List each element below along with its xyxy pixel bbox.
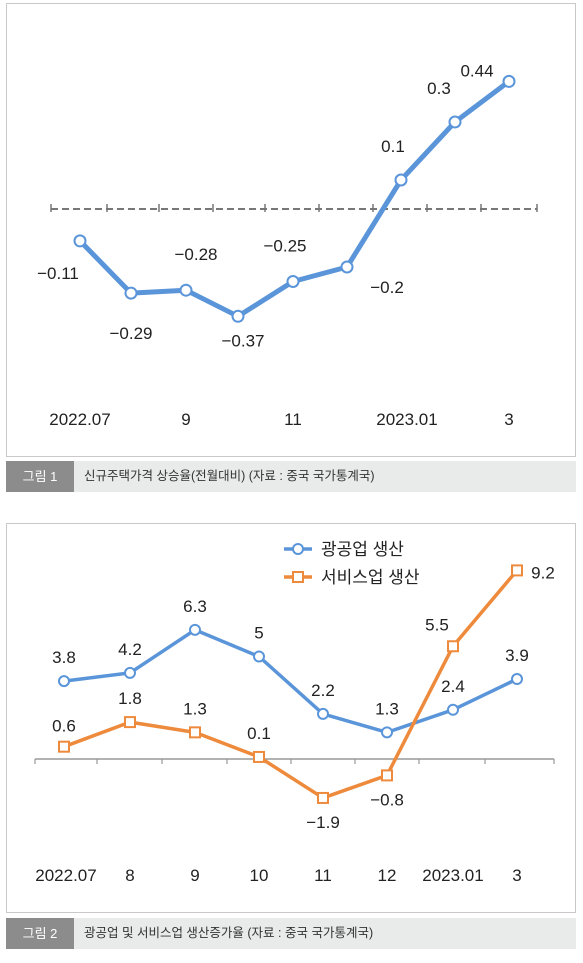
- data-label: 4.2: [118, 640, 142, 659]
- figure-tag-2: 그림 2: [6, 918, 74, 949]
- chart-panel-1: −0.11 −0.29 −0.28 −0.37 −0.25 −0.2 0.1 0.3 0.44 2…: [6, 3, 576, 457]
- data-point: [317, 791, 329, 804]
- data-label: 3.9: [505, 646, 529, 665]
- data-point: [253, 750, 265, 763]
- data-point: [381, 769, 393, 782]
- data-point: [447, 703, 459, 716]
- data-label: −0.28: [174, 245, 217, 264]
- data-label: −0.29: [109, 324, 152, 343]
- legend-marker: [292, 571, 304, 583]
- data-label: −0.8: [370, 790, 404, 809]
- data-label: 1.8: [118, 689, 142, 708]
- data-label: −0.25: [263, 237, 306, 256]
- figure-tag-1: 그림 1: [6, 461, 74, 492]
- data-point: [73, 234, 87, 248]
- data-point: [317, 707, 329, 720]
- legend-marker: [292, 543, 304, 555]
- legend-label: 서비스업 생산: [321, 568, 420, 587]
- figure-caption-1: 그림 1 신규주택가격 상승율(전월대비) (자료 : 중국 국가통계국): [6, 461, 576, 492]
- data-label: 5: [254, 624, 263, 643]
- x-tick-label: 8: [125, 866, 134, 885]
- data-point: [394, 173, 408, 187]
- data-label: 0.6: [52, 717, 76, 736]
- x-tick-label: 2023.01: [422, 866, 483, 885]
- data-label: 1.3: [375, 699, 399, 718]
- data-point: [189, 623, 201, 636]
- data-label: −0.2: [370, 278, 404, 297]
- data-label: 0.1: [381, 137, 405, 156]
- x-tick-label: 11: [284, 410, 302, 429]
- data-point: [286, 275, 300, 288]
- figure-caption-2: 그림 2 광공업 및 서비스업 생산증가율 (자료 : 중국 국가통계국): [6, 918, 576, 949]
- data-point: [502, 74, 516, 88]
- figure-caption-text-1: 신규주택가격 상승율(전월대비) (자료 : 중국 국가통계국): [84, 469, 375, 483]
- data-label: 2.2: [311, 681, 335, 700]
- chart-1-svg: −0.11 −0.29 −0.28 −0.37 −0.25 −0.2 0.1 0.3 0.44 2…: [37, 61, 538, 429]
- x-tick-label: 2022.07: [49, 410, 110, 429]
- data-label: 3.8: [52, 648, 76, 667]
- data-point: [124, 286, 138, 300]
- data-label: 0.1: [247, 724, 271, 743]
- x-tick-label: 12: [378, 866, 397, 885]
- x-tick-label: 2023.01: [376, 410, 437, 429]
- data-point: [189, 726, 201, 739]
- data-point: [340, 260, 354, 274]
- x-tick-label: 3: [512, 866, 521, 885]
- data-point: [179, 283, 193, 297]
- x-tick-label: 11: [314, 866, 332, 885]
- data-point: [58, 675, 70, 688]
- series-line: [63, 569, 519, 800]
- figure-caption-text-2: 광공업 및 서비스업 생산증가율 (자료 : 중국 국가통계국): [84, 926, 374, 940]
- data-label: 0.44: [460, 61, 493, 80]
- data-point: [447, 640, 459, 653]
- data-label: 6.3: [183, 597, 207, 616]
- data-label: −0.37: [221, 331, 264, 350]
- data-label: −0.11: [37, 264, 79, 283]
- data-point: [511, 564, 523, 577]
- x-tick-label: 9: [190, 866, 199, 885]
- legend-label: 광공업 생산: [321, 540, 404, 559]
- data-label: 9.2: [531, 563, 555, 582]
- data-label: 5.5: [425, 615, 449, 634]
- data-label: 1.3: [183, 699, 207, 718]
- data-point: [124, 666, 136, 679]
- data-point: [253, 650, 265, 663]
- data-point: [231, 309, 245, 323]
- x-tick-label: 10: [250, 866, 269, 885]
- x-tick-label: 9: [181, 410, 190, 429]
- x-tick-label: 2022.07: [35, 866, 96, 885]
- data-label: 2.4: [441, 677, 465, 696]
- series-line: [63, 628, 518, 735]
- x-tick-label: 3: [504, 410, 513, 429]
- data-point: [448, 115, 462, 129]
- data-point: [511, 673, 523, 686]
- data-label: 0.3: [427, 79, 451, 98]
- data-point: [124, 716, 136, 729]
- data-point: [381, 726, 393, 739]
- data-label: −1.9: [306, 813, 340, 832]
- data-point: [58, 740, 70, 753]
